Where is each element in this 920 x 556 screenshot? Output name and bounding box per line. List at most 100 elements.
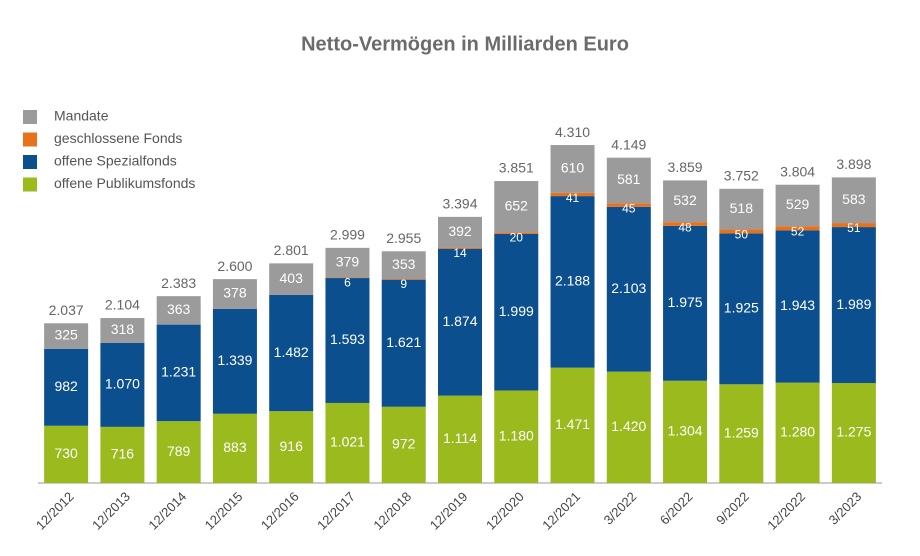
- bar-segment: [550, 192, 595, 197]
- bar-segment: [269, 411, 314, 483]
- bar-segment: [100, 342, 145, 427]
- bar-segment: [44, 323, 89, 349]
- total-label: 2.104: [105, 297, 140, 313]
- x-tick-label: 12/2017: [314, 489, 358, 533]
- value-label: 982: [54, 378, 78, 394]
- bar-segment: [438, 395, 482, 483]
- bar-segment: [156, 296, 201, 325]
- bar-segment: [831, 223, 876, 228]
- bar-segment: [381, 279, 426, 407]
- bar-segment: [831, 177, 876, 224]
- bar-segment: [494, 181, 539, 233]
- bar-segment: [606, 371, 651, 483]
- value-label: 1.114: [443, 430, 477, 446]
- bar-segment: [381, 251, 426, 279]
- total-label: 3.898: [836, 156, 871, 172]
- bar-segment: [325, 278, 370, 403]
- bar-segment: [212, 308, 257, 414]
- value-label: 1.420: [611, 418, 646, 434]
- bar-segment: [100, 318, 145, 343]
- value-label: 652: [505, 197, 529, 213]
- value-label: 916: [280, 438, 304, 454]
- bar-segment: [775, 230, 820, 383]
- value-label: 325: [54, 327, 78, 343]
- total-label: 2.999: [330, 227, 365, 243]
- x-tick-label: 12/2015: [202, 489, 246, 533]
- x-tick-label: 12/2018: [370, 489, 414, 533]
- value-label: 2.188: [555, 273, 590, 289]
- value-label: 532: [673, 192, 697, 208]
- value-label: 48: [678, 220, 692, 234]
- legend-label: offene Publikumsfonds: [54, 175, 195, 191]
- bar-segment: [775, 184, 820, 227]
- value-label: 6: [344, 276, 351, 290]
- bar-segment: [775, 226, 820, 231]
- chart-title: Netto-Vermögen in Milliarden Euro: [301, 33, 629, 55]
- value-label: 581: [617, 171, 641, 187]
- bar-segment: [156, 421, 201, 483]
- value-label: 1.304: [668, 423, 703, 439]
- value-label: 789: [167, 443, 191, 459]
- value-label: 1.339: [217, 352, 252, 368]
- bar-segment: [381, 278, 426, 280]
- value-label: 730: [54, 445, 78, 461]
- total-label: 2.955: [386, 230, 421, 246]
- bar-segment: [100, 426, 145, 483]
- bar-segment: [212, 279, 257, 309]
- x-tick-label: 12/2013: [89, 489, 133, 533]
- value-label: 1.975: [668, 294, 703, 310]
- x-tick-label: 12/2019: [427, 489, 471, 533]
- x-tick-label: 6/2022: [657, 489, 696, 528]
- value-label: 1.943: [780, 297, 815, 313]
- total-label: 3.851: [499, 160, 534, 176]
- value-label: 379: [336, 253, 360, 269]
- value-label: 1.621: [386, 334, 421, 350]
- bar-segment: [606, 206, 651, 372]
- bar-segment: [663, 380, 708, 483]
- total-label: 2.383: [161, 275, 196, 291]
- x-tick-label: 3/2023: [826, 489, 865, 528]
- bar-segment: [775, 382, 820, 483]
- x-tick-label: 3/2022: [601, 489, 640, 528]
- value-label: 583: [842, 191, 866, 207]
- total-label: 3.804: [780, 163, 815, 179]
- bar-segment: [550, 196, 595, 368]
- value-label: 1.259: [724, 424, 759, 440]
- value-label: 972: [392, 436, 416, 452]
- x-tick-label: 12/2022: [764, 489, 808, 533]
- legend-label: Mandate: [54, 108, 109, 124]
- bar-segment: [438, 248, 482, 396]
- total-label: 2.801: [274, 242, 309, 258]
- bar-segment: [663, 180, 708, 223]
- bar-segment: [156, 324, 201, 422]
- total-label: 4.149: [611, 136, 646, 152]
- total-label: 3.859: [668, 159, 703, 175]
- value-label: 883: [223, 439, 247, 455]
- bar-segment: [44, 348, 89, 426]
- x-tick-label: 12/2016: [258, 489, 302, 533]
- total-label: 2.600: [217, 258, 252, 274]
- value-label: 378: [223, 285, 247, 301]
- x-tick-label: 12/2012: [33, 489, 77, 533]
- value-label: 1.231: [161, 364, 196, 380]
- value-label: 1.989: [836, 296, 871, 312]
- bar-segment: [719, 233, 764, 385]
- value-label: 1.593: [330, 331, 365, 347]
- bar-segment: [719, 188, 764, 230]
- bar-segment: [550, 367, 595, 483]
- value-label: 403: [280, 270, 304, 286]
- total-label: 4.310: [555, 124, 590, 140]
- bar-segment: [719, 384, 764, 483]
- bar-segment: [606, 203, 651, 207]
- value-label: 1.280: [780, 424, 815, 440]
- value-label: 529: [786, 196, 810, 212]
- bar-segment: [325, 247, 370, 278]
- value-label: 1.180: [499, 427, 534, 443]
- value-label: 51: [847, 221, 861, 235]
- value-label: 50: [735, 228, 749, 242]
- value-label: 1.021: [330, 434, 365, 450]
- bar-segment: [831, 227, 876, 384]
- bar-segment: [381, 406, 426, 483]
- bar-segment: [212, 413, 257, 483]
